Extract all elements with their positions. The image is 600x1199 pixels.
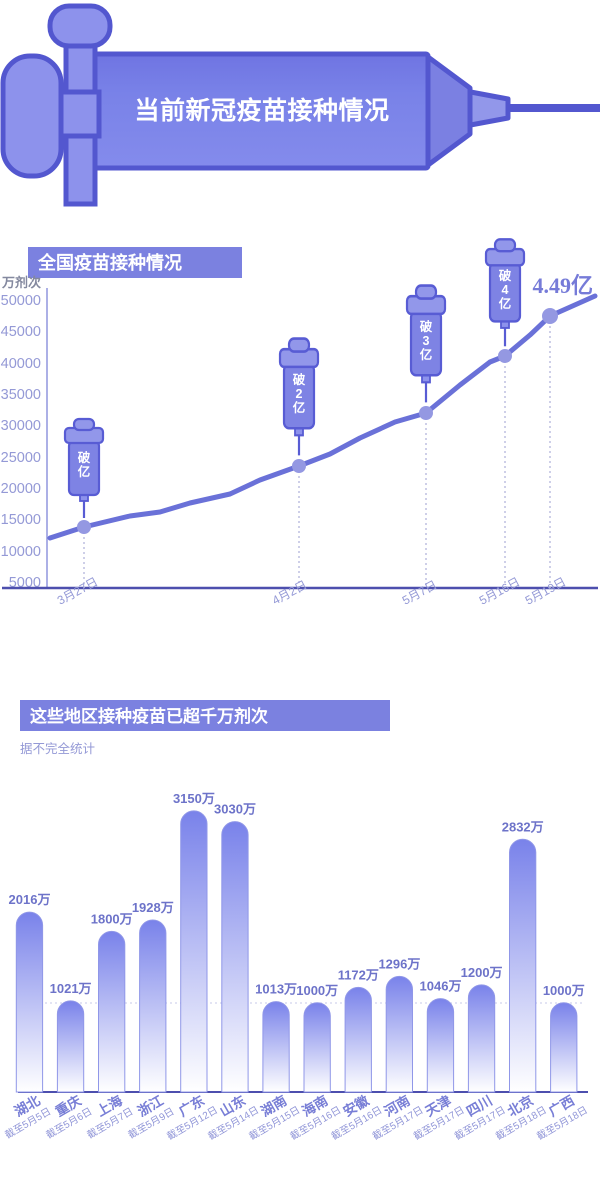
svg-text:3030万: 3030万 [214,802,256,817]
svg-text:2832万: 2832万 [502,819,544,834]
svg-text:1000万: 1000万 [296,983,338,998]
svg-text:1013万: 1013万 [255,982,297,997]
svg-text:3150万: 3150万 [173,791,215,806]
svg-text:1021万: 1021万 [50,981,92,996]
svg-text:1046万: 1046万 [420,979,462,994]
svg-text:据不完全统计: 据不完全统计 [20,741,95,756]
svg-text:1200万: 1200万 [461,965,503,980]
svg-text:1000万: 1000万 [543,983,585,998]
svg-text:1800万: 1800万 [91,911,133,926]
svg-text:1296万: 1296万 [378,956,420,971]
svg-text:1172万: 1172万 [338,967,379,982]
svg-text:1928万: 1928万 [132,900,174,915]
svg-text:这些地区接种疫苗已超千万剂次: 这些地区接种疫苗已超千万剂次 [30,706,268,726]
svg-text:2016万: 2016万 [9,892,51,907]
